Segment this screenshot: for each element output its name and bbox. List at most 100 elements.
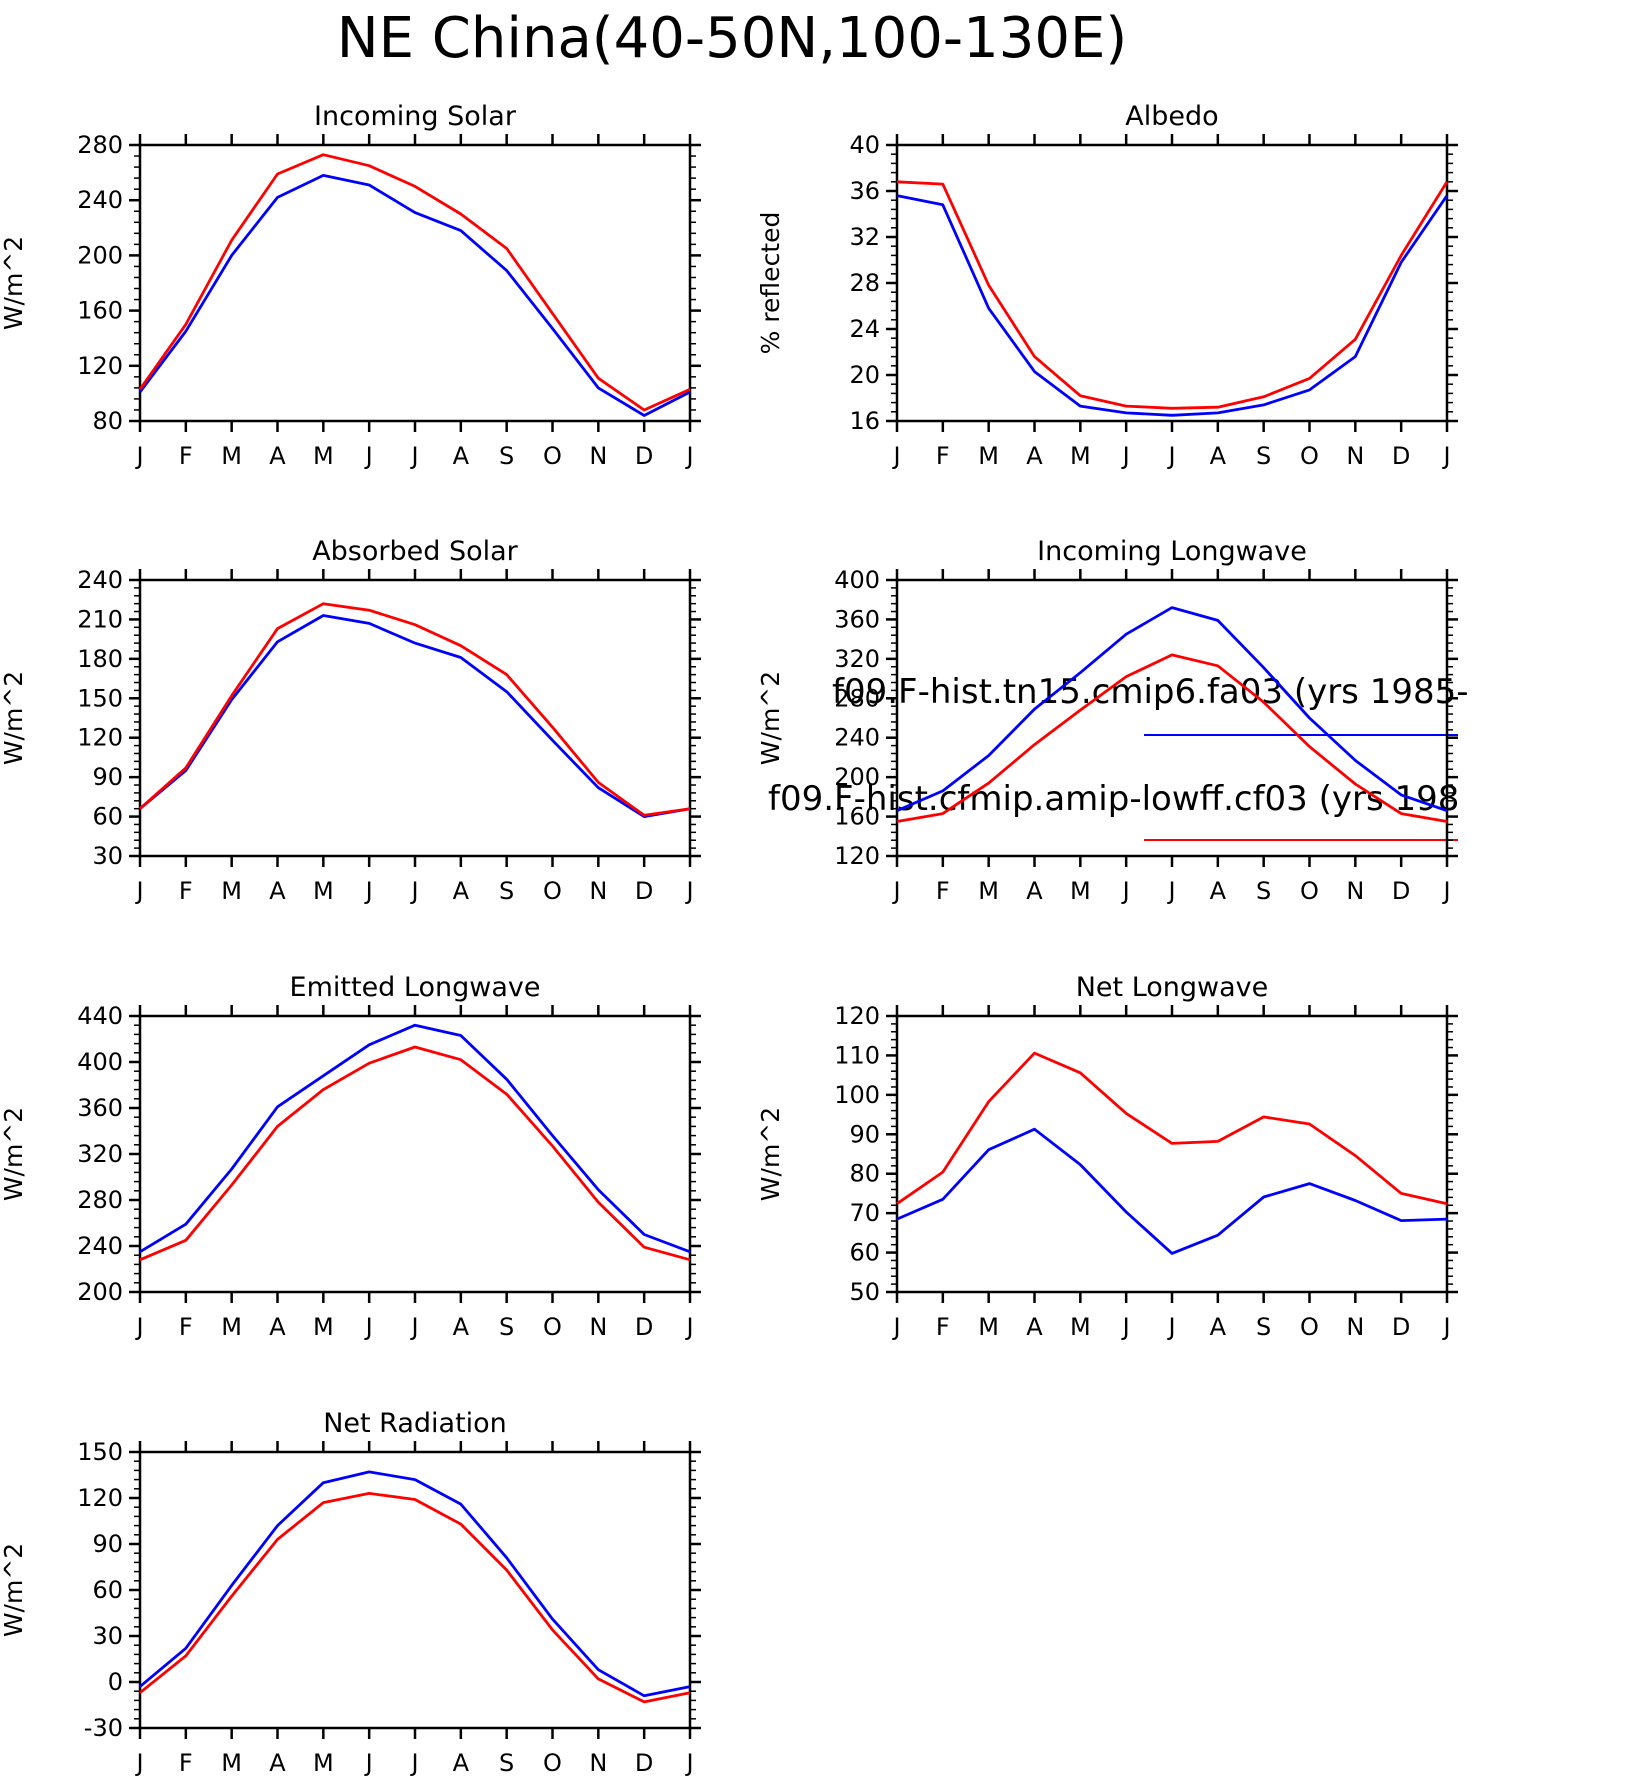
x-tick-label: A [453,1749,470,1777]
x-tick-label: A [1026,1313,1043,1341]
x-tick-label: J [409,1313,418,1341]
y-tick-label: 120 [77,352,123,380]
y-axis-label: % reflected [756,212,785,355]
panel-title: Absorbed Solar [312,536,518,567]
y-tick-label: 90 [92,763,123,791]
y-tick-label: 80 [92,407,123,435]
x-tick-label: J [409,1749,418,1777]
y-tick-label: 210 [77,605,123,633]
panel-title: Incoming Solar [314,101,517,132]
series-line-2 [139,1492,691,1704]
plot-frame [138,1450,692,1730]
y-tick-label: 200 [834,763,880,791]
series-line-2 [896,653,1448,823]
x-tick-label: M [978,1313,999,1341]
y-tick-label: 60 [92,803,123,831]
x-tick-label: J [364,1749,373,1777]
series-line-1 [139,1023,691,1254]
x-tick-label: D [635,877,653,905]
series-line-1 [896,606,1448,813]
y-tick-label: 360 [834,605,880,633]
y-tick-label: 0 [108,1668,123,1696]
y-tick-label: 32 [849,223,880,251]
y-tick-label: 280 [77,1186,123,1214]
x-tick-label: A [1210,877,1227,905]
series-line-2 [139,602,691,817]
x-tick-label: S [499,1749,514,1777]
y-tick-label: 160 [834,803,880,831]
series-line-1 [896,1127,1448,1255]
x-tick-label: A [453,877,470,905]
y-tick-label: 280 [77,131,123,159]
figure-title: NE China(40-50N,100-130E) [337,6,1128,71]
x-tick-label: M [978,877,999,905]
x-tick-label: F [936,1313,950,1341]
x-tick-label: S [499,877,514,905]
x-tick-label: A [453,442,470,470]
x-tick-label: N [589,877,607,905]
plot-frame [895,1014,1449,1294]
x-tick-label: J [1166,1313,1175,1341]
y-axis-label: W/m^2 [0,1543,28,1637]
y-tick-label: 90 [92,1530,123,1558]
x-tick-label: M [1070,1313,1091,1341]
y-tick-label: 240 [77,566,123,594]
x-tick-label: J [134,877,143,905]
y-tick-label: 360 [77,1094,123,1122]
y-tick-label: 150 [77,1438,123,1466]
panel-5: J F M A M J J A S O N D J200240280320360400440Emitte… [0,972,701,1341]
x-tick-label: J [1441,1313,1450,1341]
series-line-1 [896,194,1449,417]
panel-title: Albedo [1125,101,1218,132]
y-tick-label: 110 [834,1041,880,1069]
x-tick-label: M [313,1749,334,1777]
x-tick-label: A [1026,877,1043,905]
y-tick-label: 60 [849,1239,880,1267]
y-tick-label: 30 [92,842,123,870]
y-tick-label: 240 [77,1232,123,1260]
x-tick-label: J [684,877,693,905]
x-tick-label: O [543,1313,562,1341]
y-tick-label: 80 [849,1160,880,1188]
plot-frame [895,143,1449,423]
x-tick-label: J [1441,442,1450,470]
y-tick-label: 200 [77,1278,123,1306]
legend-label-1: f09.F-hist.tn15.cmip6.fa03 (yrs 1985- [832,672,1469,712]
x-tick-label: O [1300,877,1319,905]
x-tick-label: J [364,1313,373,1341]
x-tick-label: F [179,1313,193,1341]
x-tick-label: J [891,1313,900,1341]
y-axis-label: W/m^2 [0,671,28,765]
x-tick-label: N [1346,442,1364,470]
x-tick-label: S [1256,442,1271,470]
x-tick-label: J [1166,877,1175,905]
panel-3: J F M A M J J A S O N D J306090120150180210240Absorb… [0,536,701,905]
y-tick-label: 120 [834,1002,880,1030]
plot-frame [138,1014,692,1294]
series-line-1 [138,173,691,417]
x-tick-label: D [635,442,653,470]
x-tick-label: F [179,442,193,470]
x-tick-label: F [179,877,193,905]
x-tick-label: J [134,1313,143,1341]
x-tick-label: F [179,1749,193,1777]
y-tick-label: 60 [92,1576,123,1604]
x-tick-label: O [543,1749,562,1777]
x-tick-label: M [221,1749,242,1777]
x-tick-label: A [269,1313,286,1341]
x-tick-label: A [269,1749,286,1777]
x-tick-label: O [543,877,562,905]
y-tick-label: 100 [834,1081,880,1109]
x-tick-label: J [1166,442,1175,470]
y-tick-label: 24 [849,315,880,343]
x-tick-label: J [409,877,418,905]
x-tick-label: M [313,877,334,905]
x-tick-label: F [936,877,950,905]
x-tick-label: A [1026,442,1043,470]
x-tick-label: J [1121,442,1130,470]
x-tick-label: M [313,442,334,470]
x-tick-label: D [635,1749,653,1777]
